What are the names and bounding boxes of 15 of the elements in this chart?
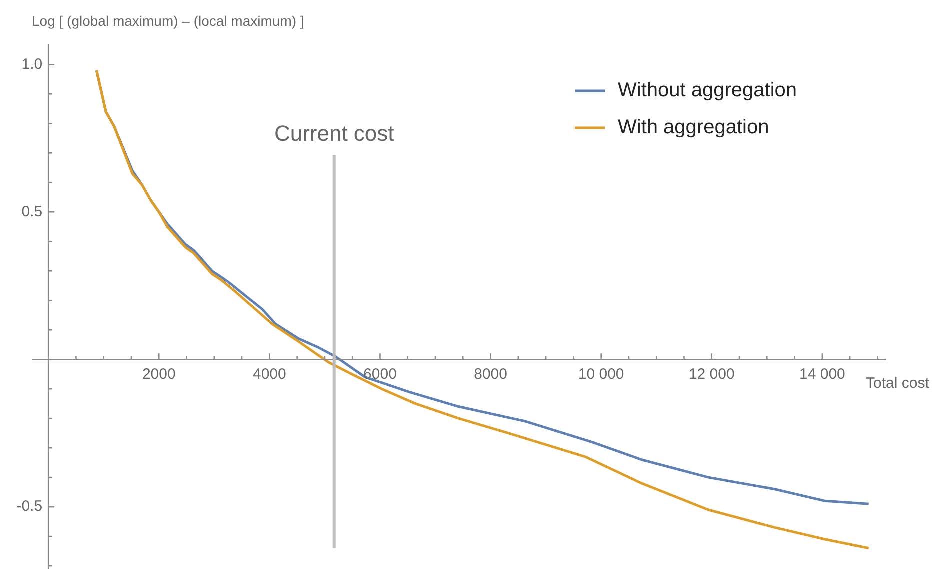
x-tick-label: 12 000 <box>688 366 735 384</box>
y-tick-label: 1.0 <box>22 56 43 73</box>
x-tick-label: 4000 <box>252 366 286 384</box>
y-axis-title: Log [ (global maximum) – (local maximum) ] <box>32 13 304 29</box>
x-tick-label: 2000 <box>142 366 176 384</box>
y-tick-label: 0.5 <box>22 203 43 220</box>
x-tick-label: 6000 <box>364 366 397 384</box>
x-tick-label: 10 000 <box>578 366 624 384</box>
ref-line-label: Current cost <box>274 121 394 146</box>
legend-label: Without aggregation <box>618 80 798 102</box>
y-tick-label: -0.5 <box>16 498 43 516</box>
x-tick-label: 8000 <box>474 366 508 384</box>
legend-label: With aggregation <box>618 116 770 139</box>
x-axis-title: Total cost <box>866 375 930 392</box>
x-tick-label: 14 000 <box>799 366 846 384</box>
